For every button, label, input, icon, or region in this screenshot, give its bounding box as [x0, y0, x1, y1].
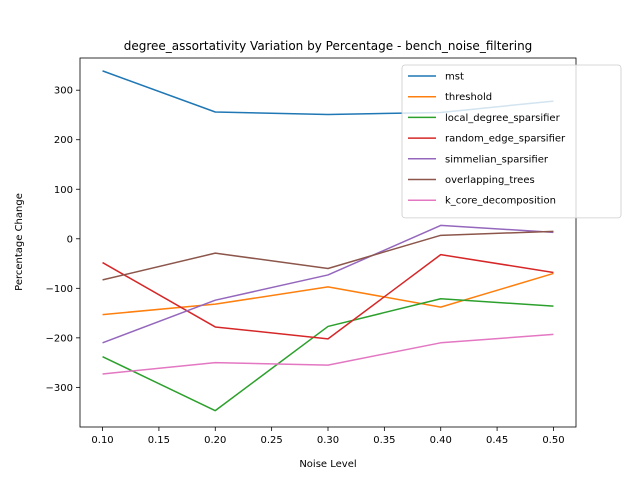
y-tick-label: 200 [54, 135, 73, 146]
x-tick-label: 0.50 [542, 435, 564, 446]
x-tick-label: 0.15 [148, 435, 170, 446]
x-tick-label: 0.35 [373, 435, 395, 446]
series-line-simmelian-sparsifier [102, 224, 554, 344]
x-tick-label: 0.30 [317, 435, 339, 446]
y-axis: −300 −200 −100 0 100 200 300 [46, 86, 80, 394]
legend-entry-label: k_core_decomposition [445, 196, 556, 207]
legend-box [401, 64, 622, 219]
series-line-k-core-decomposition [102, 333, 554, 375]
y-tick-label: 0 [67, 234, 73, 245]
plot-lines [102, 70, 554, 412]
legend-entry-label: simmelian_sparsifier [445, 154, 549, 165]
series-line-local-degree-sparsifier [102, 297, 554, 412]
x-tick-label: 0.40 [430, 435, 452, 446]
series-line-threshold [102, 272, 554, 316]
series-line-overlapping-trees [102, 230, 554, 281]
y-axis-label: Percentage Change [14, 193, 25, 291]
legend-entry-label: random_edge_sparsifier [445, 134, 566, 145]
series-line-random-edge-sparsifier [102, 253, 554, 340]
x-axis-label: Noise Level [299, 459, 356, 470]
x-tick-label: 0.10 [91, 435, 113, 446]
x-tick-label: 0.45 [486, 435, 508, 446]
legend-entry-label: local_degree_sparsifier [445, 113, 561, 124]
x-tick-label: 0.25 [261, 435, 283, 446]
y-tick-label: 100 [54, 185, 73, 196]
legend-entry-label: overlapping_trees [445, 175, 535, 186]
legend: mst threshold local_degree_sparsifierrando… [401, 64, 622, 219]
chart-title: degree_assortativity Variation by Percen… [124, 39, 533, 53]
y-tick-label: −300 [46, 383, 73, 394]
y-tick-label: 300 [54, 86, 73, 97]
y-tick-label: −100 [46, 284, 73, 295]
legend-entry-label: mst [445, 72, 464, 83]
x-tick-label: 0.20 [204, 435, 226, 446]
legend-entry-label: threshold [445, 92, 492, 103]
x-axis: 0.10 0.15 0.20 0.25 0.30 0.35 0.40 0.45 0.50 [91, 427, 565, 446]
y-tick-label: −200 [46, 333, 73, 344]
